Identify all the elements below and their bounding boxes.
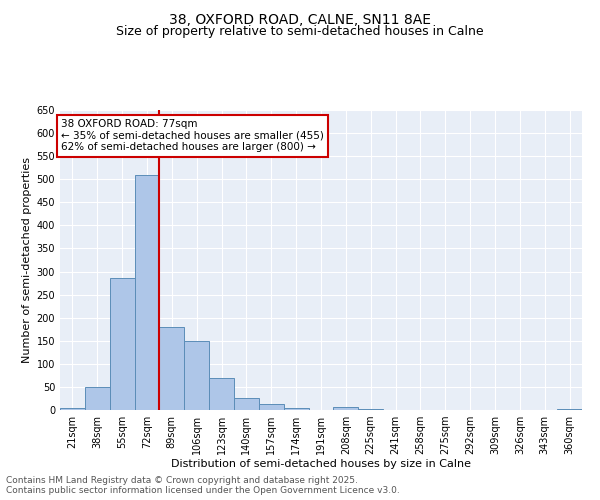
Bar [234,398,259,410]
Bar [358,409,383,410]
Bar [557,409,582,410]
Text: Size of property relative to semi-detached houses in Calne: Size of property relative to semi-detach… [116,25,484,38]
Bar [334,407,358,410]
Text: Contains HM Land Registry data © Crown copyright and database right 2025.
Contai: Contains HM Land Registry data © Crown c… [6,476,400,495]
Text: 38 OXFORD ROAD: 77sqm
← 35% of semi-detached houses are smaller (455)
62% of sem: 38 OXFORD ROAD: 77sqm ← 35% of semi-deta… [61,119,324,152]
Bar [134,174,160,410]
Bar [160,327,184,410]
Bar [209,378,234,410]
Bar [184,341,209,410]
Bar [284,408,308,410]
X-axis label: Distribution of semi-detached houses by size in Calne: Distribution of semi-detached houses by … [171,458,471,468]
Bar [110,278,134,410]
Bar [60,408,85,410]
Bar [259,404,284,410]
Text: 38, OXFORD ROAD, CALNE, SN11 8AE: 38, OXFORD ROAD, CALNE, SN11 8AE [169,12,431,26]
Y-axis label: Number of semi-detached properties: Number of semi-detached properties [22,157,32,363]
Bar [85,387,110,410]
